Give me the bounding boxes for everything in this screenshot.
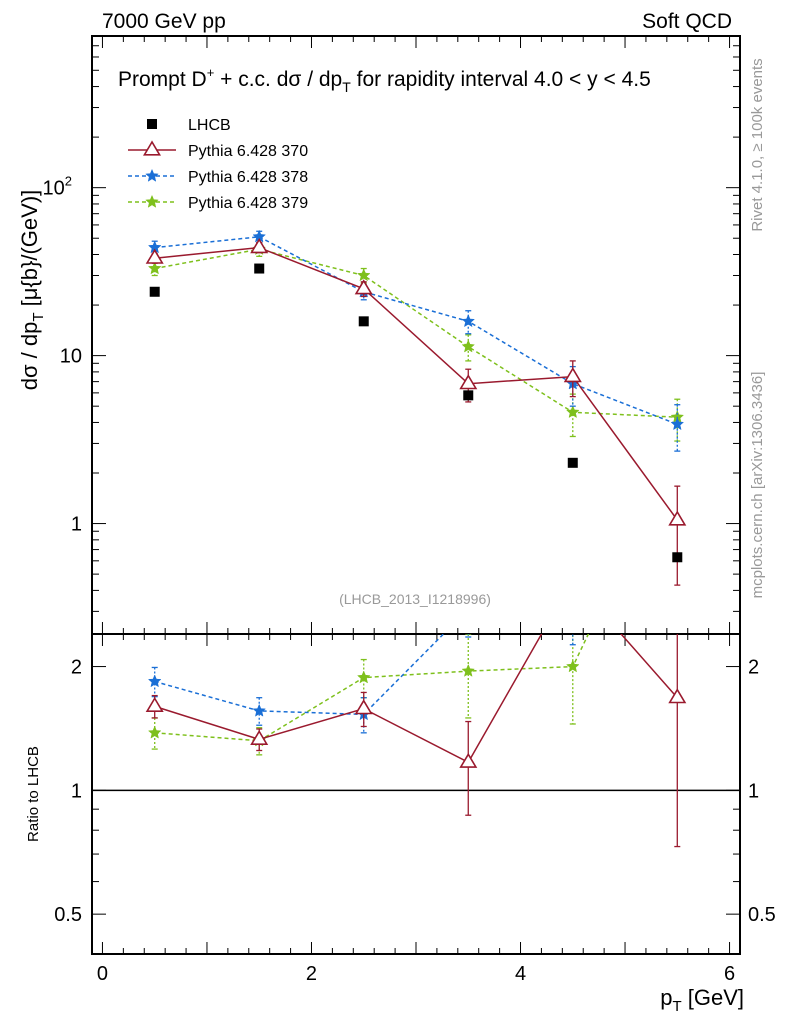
series-pythia-6-428-370-point	[145, 248, 164, 264]
x-tick-label: 6	[724, 963, 735, 985]
y-tick-label-base: 10	[43, 178, 65, 200]
legend-series-marker	[142, 140, 162, 156]
legend-series-label: Pythia 6.428 370	[188, 143, 308, 160]
mcplots-label: mcplots.cern.ch [arXiv:1306.3436]	[749, 372, 766, 599]
series-pythia-6-428-370-ratio-point	[354, 699, 373, 715]
x-axis-label: pT [GeV]	[660, 985, 744, 1015]
lhcb-data-point	[672, 552, 683, 563]
series-pythia-6-428-378-point	[670, 417, 685, 431]
series-pythia-6-428-378-ratio-point	[671, 458, 683, 470]
series-pythia-6-428-379-ratio-point	[356, 670, 371, 684]
y-label-pre: dσ / dp	[17, 322, 42, 391]
series-pythia-6-428-370-point	[354, 279, 373, 295]
title-suffix: for rapidity interval 4.0 < y < 4.5	[351, 68, 651, 91]
title-middle: + c.c. dσ / dp	[214, 68, 342, 91]
x-axis: 0 2 4 6	[97, 963, 735, 985]
ratio-axis-label: Ratio to LHCB	[25, 746, 42, 842]
series-pythia-6-428-379-point	[461, 339, 476, 353]
series-pythia-6-428-379-ratio-point	[147, 725, 162, 739]
legend: LHCB Pythia 6.428 370 Pythia 6.428 378 Pyth…	[128, 117, 308, 212]
lhcb-data-point	[149, 286, 160, 297]
ratio-data-layer	[92, 458, 740, 848]
ratio-tick-label-right: 0.5	[748, 904, 776, 926]
title-prefix: Prompt D	[118, 68, 207, 91]
main-data-layer	[145, 229, 687, 586]
series-pythia-6-428-379-ratio-point	[565, 659, 580, 673]
energy-label: 7000 GeV pp	[102, 10, 226, 33]
ratio-tick-label: 2	[71, 657, 82, 679]
process-label: Soft QCD	[642, 10, 732, 33]
series-pythia-6-428-378-ratio-point	[252, 703, 267, 717]
y-tick-label-exponent: 2	[65, 174, 72, 189]
y-label-sub: T	[30, 312, 47, 321]
series-pythia-6-428-379-point	[147, 261, 162, 275]
ratio-tick-label-right: 2	[748, 657, 759, 679]
series-pythia-6-428-370-point	[250, 238, 269, 254]
series-pythia-6-428-370-ratio-point	[459, 752, 478, 768]
series-pythia-6-428-378-point	[461, 314, 476, 328]
ratio-plot-frame	[91, 633, 741, 955]
y-tick-label: 1	[71, 514, 82, 536]
series-pythia-6-428-379-line	[154, 248, 678, 418]
legend-series-label: Pythia 6.428 378	[188, 169, 308, 186]
x-tick-label: 0	[97, 963, 108, 985]
ratio-tick-label: 1	[71, 780, 82, 802]
series-pythia-6-428-378-ratio-point	[567, 590, 579, 602]
x-tick-label: 4	[515, 963, 526, 985]
series-pythia-6-428-370-point	[668, 510, 687, 526]
ratio-axis-ticks: 0.5 0.5 1 1 2 2	[54, 634, 776, 955]
y-label-post: [μ{b}/(GeV)]	[17, 190, 42, 313]
series-pythia-6-428-378-line	[154, 236, 678, 425]
series-pythia-6-428-370-line	[154, 246, 678, 521]
rivet-label: Rivet 4.1.0, ≥ 100k events	[749, 58, 766, 231]
series-pythia-6-428-370-point	[563, 367, 582, 383]
legend-lhcb-label: LHCB	[188, 117, 231, 134]
series-pythia-6-428-370-ratio-line	[154, 634, 678, 764]
series-pythia-6-428-370-ratio-point	[565, 571, 580, 584]
title-sup: +	[207, 65, 215, 80]
y-tick-label: 102	[43, 174, 72, 200]
analysis-id: (LHCB_2013_I1218996)	[339, 591, 491, 607]
series-pythia-6-428-379-point	[356, 268, 371, 282]
legend-series-marker	[145, 194, 159, 208]
ratio-tick-label: 0.5	[54, 904, 82, 926]
ratio-panel: 0.5 0.5 1 1 2 2 Ratio to LHCB	[25, 458, 776, 955]
series-pythia-6-428-370-ratio-point	[668, 688, 687, 704]
series-pythia-6-428-379-ratio-point	[461, 663, 476, 677]
lhcb-data-point	[254, 263, 265, 274]
ratio-tick-label-right: 1	[748, 780, 759, 802]
legend-series-marker	[145, 168, 159, 182]
plot-title: Prompt D+ + c.c. dσ / dpT for rapidity i…	[118, 65, 651, 95]
series-pythia-6-428-379-point	[565, 405, 580, 419]
series-pythia-6-428-378-ratio-line	[154, 634, 445, 716]
x-label-main: p	[660, 985, 672, 1010]
y-axis-label: dσ / dpT [μ{b}/(GeV)]	[17, 190, 47, 391]
lhcb-data-point	[567, 457, 578, 468]
x-label-unit: [GeV]	[682, 985, 744, 1010]
lhcb-data-point	[358, 316, 369, 327]
y-tick-label: 10	[60, 346, 82, 368]
y-tick-label-base: 10	[60, 346, 82, 368]
x-tick-label: 2	[306, 963, 317, 985]
title-sub: T	[342, 79, 351, 95]
legend-series-label: Pythia 6.428 379	[188, 195, 308, 212]
series-pythia-6-428-370-ratio-point	[250, 729, 269, 746]
y-tick-label-base: 1	[71, 514, 82, 536]
series-pythia-6-428-370-ratio-point	[145, 696, 164, 713]
series-pythia-6-428-379-ratio-line	[154, 634, 590, 742]
series-pythia-6-428-370-point	[459, 374, 478, 390]
lhcb-data-point	[463, 390, 474, 401]
x-label-sub: T	[672, 998, 681, 1015]
legend-lhcb-marker	[147, 119, 157, 129]
series-pythia-6-428-378-ratio-point	[147, 674, 162, 688]
